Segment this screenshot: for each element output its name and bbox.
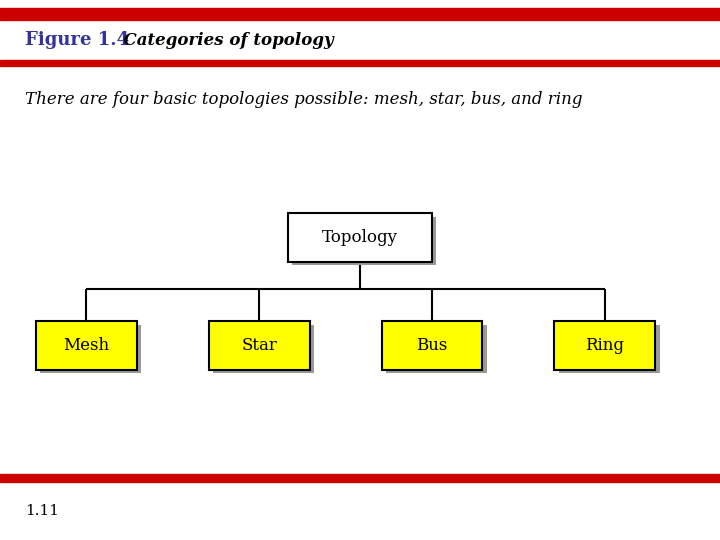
Bar [554,321,655,370]
Bar [0,60,720,66]
Text: Star: Star [241,337,277,354]
Bar [36,321,137,370]
Text: Bus: Bus [416,337,448,354]
Bar [386,325,487,373]
Text: Mesh: Mesh [63,337,109,354]
Bar [209,321,310,370]
Text: Topology: Topology [322,229,398,246]
Bar [288,213,432,262]
Bar [382,321,482,370]
Bar [0,8,720,20]
Bar [292,217,436,265]
Text: Figure 1.4: Figure 1.4 [25,31,130,49]
Bar [0,474,720,482]
Text: Categories of topology: Categories of topology [112,32,333,49]
Bar [559,325,660,373]
Text: Ring: Ring [585,337,624,354]
Bar [40,325,141,373]
Text: There are four basic topologies possible: mesh, star, bus, and ring: There are four basic topologies possible… [25,91,582,109]
Text: 1.11: 1.11 [25,504,59,518]
Bar [213,325,314,373]
